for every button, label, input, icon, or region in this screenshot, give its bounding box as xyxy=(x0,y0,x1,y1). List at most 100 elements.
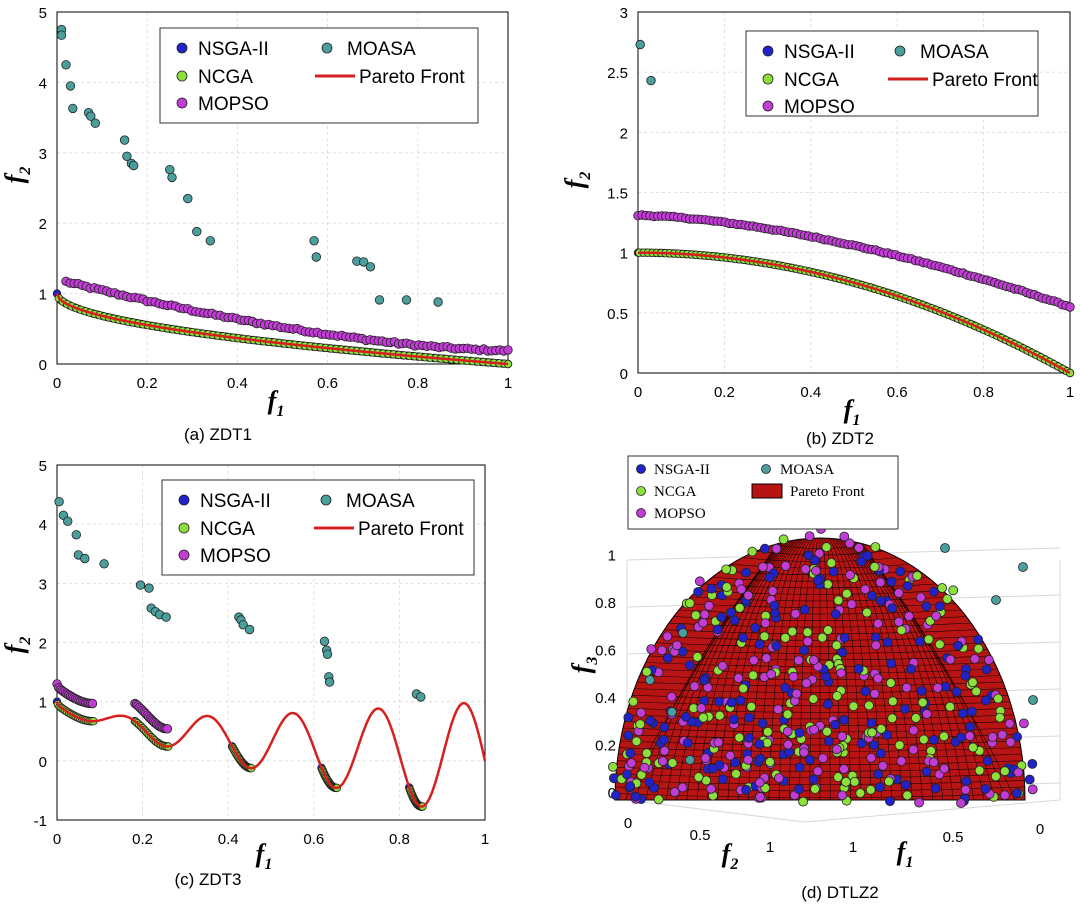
ncga-point xyxy=(917,697,928,708)
zdt1-ylabel: f2 xyxy=(0,167,34,184)
dtlz2-mesh-line xyxy=(620,740,1020,746)
ncga-point xyxy=(714,710,725,721)
zdt1-ytick-label: 5 xyxy=(39,5,47,22)
zdt1-xtick-label: 0.2 xyxy=(137,375,158,392)
ncga-point xyxy=(937,583,947,593)
moasa-point xyxy=(205,236,216,246)
moasa-point xyxy=(311,252,322,262)
ncga-point xyxy=(734,603,745,613)
ncga-point xyxy=(641,748,652,759)
ncga-point xyxy=(902,790,913,801)
zdt2-xlabel-sub: 1 xyxy=(852,412,860,429)
moasa-point xyxy=(90,118,101,128)
mopso-point xyxy=(846,599,857,610)
ncga-point xyxy=(833,595,844,606)
ncga-point xyxy=(942,594,953,604)
zdt1-ytick-label: 0 xyxy=(39,357,47,374)
mopso-point xyxy=(736,584,747,595)
mopso-point xyxy=(801,678,812,689)
moasa-point xyxy=(401,295,412,305)
mopso-point xyxy=(713,737,724,748)
ncga-point xyxy=(948,585,959,596)
ncga-point xyxy=(973,643,984,654)
dtlz2-gridline xyxy=(626,799,806,823)
zdt2-legend-label-ncga: NCGA xyxy=(784,70,839,91)
ncga-point xyxy=(721,564,732,575)
mopso-point xyxy=(812,766,823,777)
moasa-point xyxy=(167,172,177,183)
zdt3-xtick-label: 0.6 xyxy=(303,831,324,848)
ncga-point xyxy=(862,607,872,618)
nsga-point xyxy=(730,757,741,768)
nsga-point xyxy=(780,682,791,693)
nsga-point xyxy=(1012,732,1022,742)
ncga-point xyxy=(693,772,704,782)
dtlz2-mesh-line xyxy=(678,609,962,615)
mopso-point xyxy=(694,576,705,587)
mopso-point xyxy=(804,531,815,541)
ncga-point xyxy=(762,726,773,737)
nsga-point xyxy=(729,615,740,626)
dtlz2-mesh-line xyxy=(642,668,998,674)
mopso-point xyxy=(1005,737,1016,748)
nsga-point xyxy=(729,714,739,725)
ncga-point xyxy=(810,784,820,794)
zdt1-legend-marker-moasa xyxy=(321,42,333,54)
ncga-point xyxy=(864,700,874,711)
nsga-point xyxy=(823,699,833,710)
nsga-point xyxy=(738,632,748,643)
mopso-point xyxy=(931,611,941,621)
mopso-point xyxy=(659,746,670,756)
mopso-point xyxy=(791,688,802,699)
nsga-point xyxy=(645,715,656,726)
nsga-point xyxy=(967,706,977,717)
zdt3-legend-label-moasa: MOASA xyxy=(346,491,415,512)
mopso-point xyxy=(956,798,966,808)
ncga-point xyxy=(968,742,978,753)
zdt2-ytick-label: 2.5 xyxy=(607,65,628,82)
mopso-point xyxy=(696,703,707,713)
mopso-point xyxy=(997,729,1008,740)
dtlz2-f1label: f1 xyxy=(897,837,914,871)
zdt2-ytick-label: 0 xyxy=(620,366,628,383)
dtlz2-f1tick-label: 1 xyxy=(849,839,857,856)
nsga-point xyxy=(682,738,693,748)
moasa-point xyxy=(667,707,677,717)
dtlz2-f2label: f2 xyxy=(722,839,739,873)
dtlz2-mesh-line xyxy=(684,603,956,608)
nsga-point xyxy=(916,686,927,696)
nsga-point xyxy=(623,712,634,723)
nsga-point xyxy=(810,555,820,566)
zdt2-legend-label-front: Pareto Front xyxy=(932,70,1038,91)
dtlz2-legend: NSGA-II NCGA MOPSO MOASA Pareto Front xyxy=(627,455,899,530)
mopso-point xyxy=(914,797,924,808)
nsga-point xyxy=(873,769,884,779)
zdt1-xtick-label: 0.6 xyxy=(317,375,338,392)
moasa-point xyxy=(416,692,426,702)
dtlz2-f2tick-label: 1 xyxy=(766,839,774,856)
nsga-point xyxy=(823,736,834,747)
moasa-point xyxy=(122,151,132,162)
moasa-point xyxy=(433,297,443,307)
nsga-point xyxy=(808,774,819,785)
zdt1-legend-label-nsga: NSGA-II xyxy=(198,39,269,60)
mopso-point xyxy=(866,753,877,763)
mopso-point xyxy=(758,562,768,572)
dtlz2-legend-marker-nsga xyxy=(636,464,646,474)
dtlz2-legend-label-nsga: NSGA-II xyxy=(654,462,710,478)
mopso-point xyxy=(894,617,904,627)
zdt3-legend-label-mopso: MOPSO xyxy=(200,546,271,567)
nsga-point xyxy=(837,647,848,658)
mopso-point xyxy=(893,588,904,598)
mopso-point xyxy=(761,653,772,663)
nsga-point xyxy=(830,609,841,620)
dtlz2-f1tick-label: 0.5 xyxy=(943,829,964,846)
ncga-point xyxy=(690,610,701,621)
zdt2-xtick-label: 0.2 xyxy=(714,384,735,401)
nsga-point xyxy=(906,664,916,674)
dtlz2-legend-marker-moasa xyxy=(761,464,771,474)
nsga-point xyxy=(951,686,962,697)
moasa-point xyxy=(56,30,67,40)
mopso-point xyxy=(922,709,932,719)
nsga-point xyxy=(803,550,814,561)
